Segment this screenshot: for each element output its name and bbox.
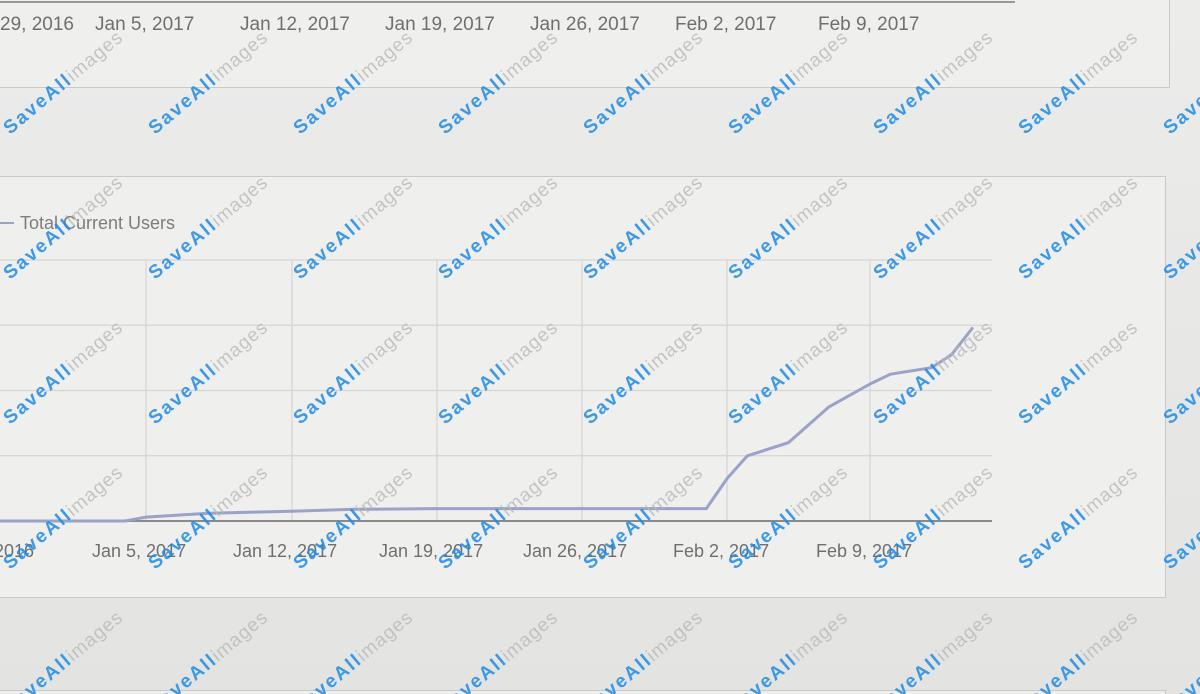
gridlines [0, 259, 992, 521]
top-chart-tick-labels: 29, 2016 Jan 5, 2017 Jan 12, 2017 Jan 19, 2… [0, 14, 919, 35]
top-x-tick-label: Jan 19, 2017 [385, 14, 495, 35]
bottom-panel [0, 690, 1166, 694]
legend: Total Current Users [0, 212, 175, 234]
x-tick-label: Feb 2, 2017 [673, 541, 769, 561]
top-chart: 29, 2016 Jan 5, 2017 Jan 12, 2017 Jan 19, 2… [0, 1, 1015, 35]
legend-label: Total Current Users [20, 212, 176, 233]
legend-swatch [0, 222, 14, 224]
top-x-tick-label: Jan 12, 2017 [240, 14, 350, 35]
top-x-tick-label: Jan 5, 2017 [95, 14, 194, 35]
series-line-total-current-users [0, 327, 974, 523]
main-chart-panel [0, 176, 1166, 598]
top-x-tick-label: Feb 2, 2017 [675, 14, 776, 35]
x-tick-label: 2016 [0, 541, 34, 561]
x-tick-label: Jan 19, 2017 [379, 541, 483, 561]
top-x-tick-label: Jan 26, 2017 [530, 14, 640, 35]
top-x-tick-label: Feb 9, 2017 [818, 14, 919, 35]
x-tick-label: Jan 5, 2017 [92, 541, 186, 561]
top-x-tick-label: 29, 2016 [0, 14, 74, 35]
x-tick-label: Jan 12, 2017 [233, 541, 337, 561]
x-tick-labels: 2016 Jan 5, 2017 Jan 12, 2017 Jan 19, 2017 J… [0, 541, 912, 561]
series-layer [0, 327, 974, 523]
x-tick-label: Jan 26, 2017 [523, 541, 627, 561]
x-tick-label: Feb 9, 2017 [816, 541, 912, 561]
top-chart-panel [0, 0, 1170, 88]
